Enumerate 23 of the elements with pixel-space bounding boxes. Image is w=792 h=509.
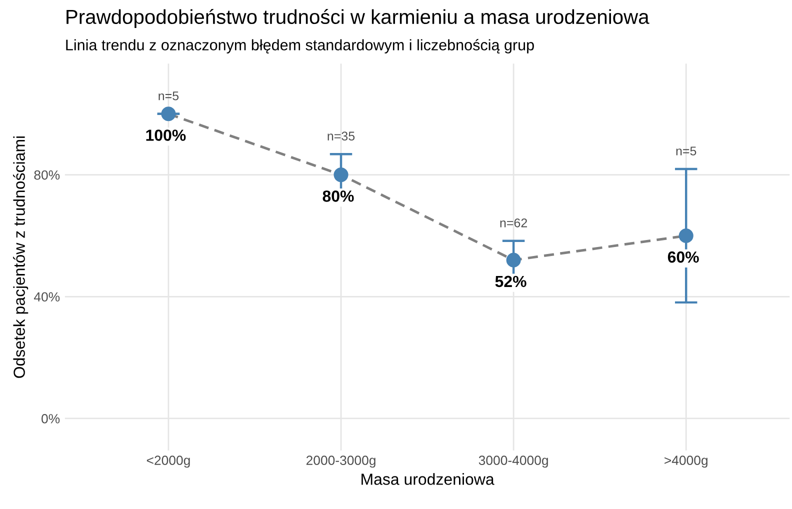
data-label: 52% bbox=[495, 276, 526, 288]
data-label: 100% bbox=[146, 130, 186, 141]
chart-subtitle: Linia trendu z oznaczonym błędem standardowym i liczebnością grup bbox=[66, 39, 534, 54]
annotation: n=5 bbox=[158, 92, 179, 100]
y-tick-label: 40% bbox=[34, 292, 60, 302]
data-label: 80% bbox=[322, 190, 354, 202]
point bbox=[334, 168, 348, 182]
y-tick-label: 0% bbox=[42, 414, 60, 424]
y-axis-title: Odsetek pacjentów z trudnościami bbox=[13, 136, 28, 378]
point bbox=[678, 228, 694, 244]
y-tick-label: 80% bbox=[34, 170, 60, 180]
annotation: n=62 bbox=[500, 218, 528, 228]
x-tick-label: 2000-3000g bbox=[306, 456, 376, 468]
x-tick-label: 3000-4000g bbox=[478, 456, 548, 468]
point bbox=[506, 252, 521, 268]
data-label: 60% bbox=[668, 251, 699, 263]
annotation: n=35 bbox=[328, 132, 355, 141]
point bbox=[161, 106, 176, 122]
chart-title: Prawdopodobieństwo trudności w karmieniu a masa urodzeniowa bbox=[66, 8, 650, 28]
x-tick-label: >4000g bbox=[664, 456, 708, 468]
annotation: n=5 bbox=[676, 146, 696, 156]
x-tick-label: <2000g bbox=[146, 456, 190, 468]
x-axis-title: Masa urodzeniowa bbox=[362, 473, 494, 485]
